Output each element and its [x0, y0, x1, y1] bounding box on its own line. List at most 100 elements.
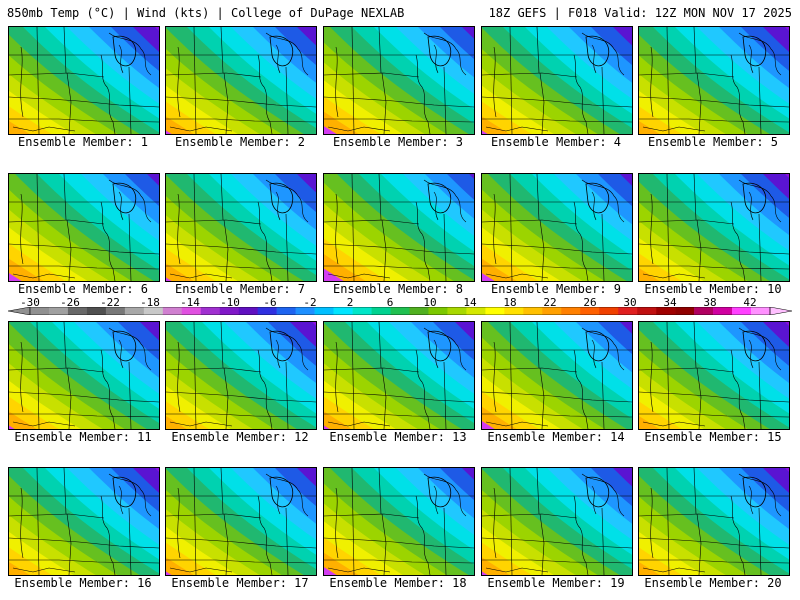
contour-line — [742, 35, 767, 67]
temperature-band — [9, 119, 32, 134]
temperature-band — [9, 72, 98, 134]
temperature-band — [389, 322, 474, 394]
ensemble-member-label: Ensemble Member: 7 — [174, 282, 306, 296]
colorbar-swatch — [694, 307, 714, 315]
temperature-band — [166, 100, 218, 134]
temperature-band — [510, 322, 632, 419]
ensemble-member-map — [638, 467, 790, 576]
state-boundaries — [166, 468, 316, 575]
temperature-band — [418, 27, 474, 78]
contour-line — [742, 476, 767, 508]
temperature-band — [374, 468, 474, 551]
colorbar-swatch — [295, 307, 315, 315]
temperature-band — [231, 27, 316, 99]
temperature-band — [9, 513, 98, 575]
temperature-band — [155, 468, 159, 472]
temperature-field — [9, 174, 159, 281]
temperature-band — [111, 27, 159, 71]
state-boundaries — [9, 174, 159, 281]
ensemble-member-map — [323, 26, 475, 135]
temperature-band — [374, 27, 474, 110]
colorbar-swatch — [409, 307, 429, 315]
temperature-band — [166, 541, 218, 575]
temperature-band — [785, 174, 789, 178]
temperature-band — [639, 252, 684, 281]
temperature-band — [187, 468, 316, 569]
temperature-band — [268, 322, 316, 366]
ensemble-member-label: Ensemble Member: 13 — [329, 430, 467, 444]
temperature-band — [785, 322, 789, 326]
temperature-band — [525, 468, 632, 555]
colorbar-swatch — [485, 307, 505, 315]
temperature-band — [15, 174, 159, 281]
ensemble-member-label: Ensemble Member: 17 — [171, 576, 309, 590]
ensemble-member-map — [165, 467, 317, 576]
temperature-band — [598, 174, 632, 206]
ensemble-member-map — [323, 173, 475, 282]
colorbar-tick-label: -6 — [263, 296, 277, 309]
temperature-band — [591, 27, 632, 66]
ensemble-member-map — [8, 321, 160, 430]
temperature-band — [741, 174, 789, 218]
temperature-field — [324, 174, 474, 281]
temperature-band — [719, 468, 789, 529]
colorbar-swatch — [637, 307, 657, 315]
temperature-band — [425, 174, 474, 219]
temperature-band — [74, 322, 159, 394]
temperature-band — [359, 174, 474, 266]
colorbar-tick-label: -30 — [20, 296, 40, 309]
temperature-band — [447, 174, 474, 200]
temperature-band — [482, 525, 556, 575]
temperature-band — [89, 468, 159, 529]
temperature-band — [532, 322, 632, 405]
temperature-band — [166, 556, 196, 575]
colorbar-tick-label: 34 — [663, 296, 677, 309]
temperature-band — [482, 100, 534, 134]
colorbar-tick-label: 2 — [346, 296, 354, 309]
temperature-band — [231, 468, 316, 540]
temperature-band — [697, 322, 789, 399]
state-boundaries — [482, 174, 632, 281]
temperature-band — [147, 174, 159, 186]
temperature-band — [297, 27, 316, 46]
temperature-band — [639, 560, 662, 575]
temperature-band — [166, 247, 218, 281]
ensemble-member-label: Ensemble Member: 9 — [490, 282, 622, 296]
ensemble-member-label: Ensemble Member: 19 — [487, 576, 625, 590]
ensemble-member-map — [481, 173, 633, 282]
colorbar-swatch — [580, 307, 600, 315]
temperature-band — [324, 322, 474, 429]
temperature-band — [155, 27, 159, 31]
temperature-band — [763, 27, 789, 52]
contour-line — [112, 35, 137, 67]
temperature-band — [59, 174, 159, 257]
ensemble-member-label: Ensemble Member: 18 — [329, 576, 467, 590]
temperature-band — [554, 174, 632, 241]
temperature-field — [324, 468, 474, 575]
temperature-band — [418, 468, 474, 519]
temperature-band — [166, 400, 211, 429]
temperature-band — [275, 468, 316, 507]
temperature-field — [324, 322, 474, 429]
temperature-band — [639, 266, 662, 281]
contour-line — [427, 182, 452, 214]
temperature-band — [719, 174, 789, 235]
ensemble-member-map — [8, 26, 160, 135]
ensemble-member-label: Ensemble Member: 10 — [644, 282, 782, 296]
temperature-band — [675, 322, 789, 414]
temperature-band — [639, 219, 728, 281]
ensemble-member-label: Ensemble Member: 8 — [332, 282, 464, 296]
ensemble-member-map — [481, 467, 633, 576]
temperature-field — [639, 27, 789, 134]
temperature-band — [9, 410, 39, 429]
ensemble-member-map — [8, 173, 160, 282]
temperature-band — [166, 468, 316, 575]
temperature-band — [719, 27, 789, 88]
colorbar-swatch — [504, 307, 524, 315]
temperature-band — [9, 174, 156, 281]
temperature-band — [345, 322, 474, 423]
header-valid-time: 18Z GEFS | F018 Valid: 12Z MON NOV 17 20… — [488, 6, 792, 20]
colorbar-swatch — [428, 307, 448, 315]
temperature-band — [763, 322, 789, 347]
temperature-band — [482, 225, 563, 281]
